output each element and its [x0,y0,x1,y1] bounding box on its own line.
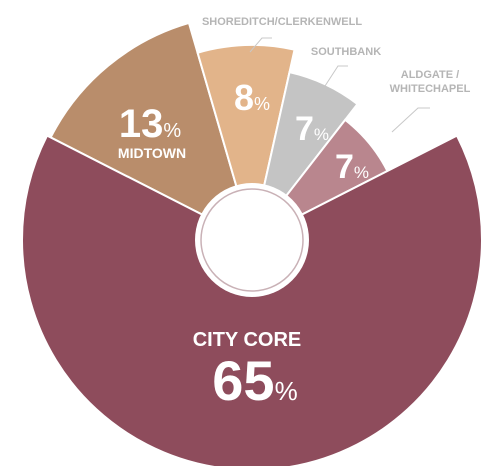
pie-slice [196,44,296,241]
value-label: 65% [212,349,297,412]
center-ring [200,188,304,292]
category-line: ALDGATE / [401,69,459,81]
value-label: 7% [295,110,329,148]
value-label: 8% [234,77,270,118]
category-line: WHITECHAPEL [390,83,471,95]
value-label: 7% [335,148,369,186]
value-number: 7 [295,110,314,148]
category-label: ALDGATE / WHITECHAPEL [390,69,471,95]
leader-line [324,65,348,87]
leader-line [249,37,272,53]
value-unit: % [275,376,298,406]
pie-slice [21,134,483,466]
category-label: MIDTOWN [118,145,186,161]
value-unit: % [254,94,270,114]
value-label: 13% [119,102,182,146]
value-number: 8 [234,77,254,118]
category-label: SHOREDITCH/CLERKENWELL [202,16,362,28]
category-label: CITY CORE [193,329,302,351]
value-unit: % [163,120,181,142]
value-unit: % [314,125,329,144]
value-number: 65 [212,349,274,412]
leader-line [391,107,430,133]
value-unit: % [354,163,369,182]
value-number: 7 [335,148,354,186]
pie-slice [49,21,254,242]
category-label: SOUTHBANK [311,46,381,58]
value-number: 13 [119,102,164,146]
center-hole [195,183,309,297]
